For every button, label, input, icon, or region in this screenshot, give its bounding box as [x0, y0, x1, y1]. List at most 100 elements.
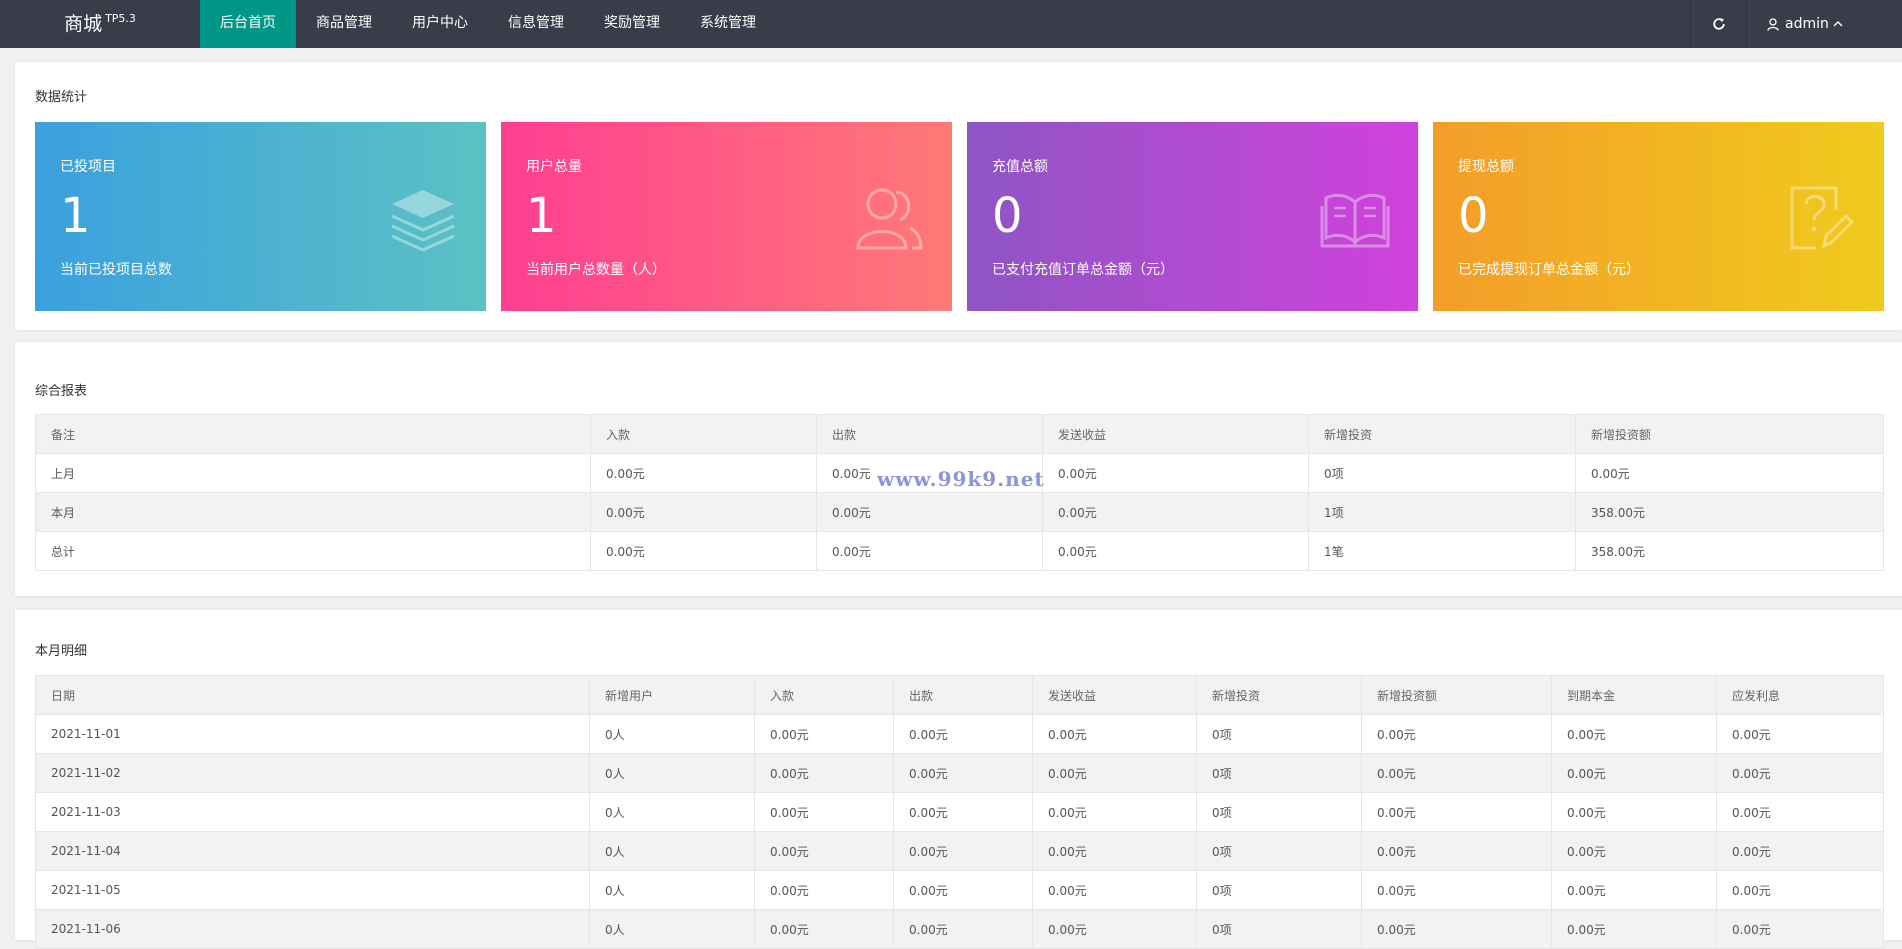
table-cell: 0人: [589, 792, 755, 832]
column-header: 日期: [35, 675, 590, 715]
table-cell: 0.00元: [1042, 453, 1309, 493]
column-header: 入款: [590, 414, 817, 454]
top-right-tools: admin: [1690, 0, 1902, 48]
table-cell: 0.00元: [893, 831, 1033, 871]
table-cell: 2021-11-01: [35, 714, 590, 754]
table-cell: 0.00元: [1575, 453, 1884, 493]
stat-card-withdraw: 提现总额 0 已完成提现订单总金额（元）: [1433, 122, 1884, 311]
table-cell: 0.00元: [1551, 714, 1717, 754]
column-header: 出款: [893, 675, 1033, 715]
table-cell: 0人: [589, 753, 755, 793]
column-header: 新增投资: [1308, 414, 1576, 454]
table-cell: 1笔: [1308, 531, 1576, 571]
table-cell: 358.00元: [1575, 531, 1884, 571]
table-cell: 0项: [1196, 714, 1362, 754]
stat-card-label: 用户总量: [526, 159, 582, 175]
question-edit-icon: [1790, 186, 1855, 250]
logo-version: TP5.3: [105, 12, 136, 25]
table-cell: 0.00元: [1361, 831, 1552, 871]
table-cell: 0.00元: [1032, 753, 1197, 793]
stat-card-value: 0: [1458, 188, 1489, 244]
menu-item-system[interactable]: 系统管理: [700, 15, 756, 31]
table-cell: 0项: [1196, 831, 1362, 871]
table-cell: 0.00元: [893, 753, 1033, 793]
table-cell: 0.00元: [1716, 714, 1884, 754]
table-cell: 0.00元: [893, 714, 1033, 754]
table-cell: 0.00元: [754, 870, 894, 910]
table-cell: 0人: [589, 831, 755, 871]
table-cell: 2021-11-02: [35, 753, 590, 793]
table-cell: 0.00元: [754, 753, 894, 793]
refresh-button[interactable]: [1690, 0, 1746, 48]
table-row: 2021-11-02 0人 0.00元 0.00元 0.00元 0项 0.00元…: [35, 753, 1884, 793]
table-row: 本月 0.00元 0.00元 0.00元 1项 358.00元: [35, 492, 1884, 532]
table-header-row: 日期 新增用户 入款 出款 发送收益 新增投资 新增投资额 到期本金 应发利息: [35, 675, 1884, 715]
table-cell: 0.00元: [1032, 909, 1197, 949]
chevron-up-icon: [1833, 21, 1843, 27]
table-cell: 0.00元: [1361, 909, 1552, 949]
table-row: 2021-11-03 0人 0.00元 0.00元 0.00元 0项 0.00元…: [35, 792, 1884, 832]
table-cell: 0.00元: [754, 831, 894, 871]
stats-panel: 数据统计 已投项目 1 当前已投项目总数 用户总量 1 当前用户总数量（人）: [15, 62, 1902, 330]
column-header: 出款: [816, 414, 1043, 454]
column-header: 新增用户: [589, 675, 755, 715]
stats-title: 数据统计: [35, 90, 88, 105]
table-cell: 0.00元: [1716, 753, 1884, 793]
logo[interactable]: 商城 TP5.3: [0, 0, 200, 48]
menu-item-home[interactable]: 后台首页: [200, 0, 296, 48]
table-cell: 0.00元: [1551, 753, 1717, 793]
stat-card-value: 1: [60, 188, 91, 244]
top-navbar: 商城 TP5.3 后台首页 商品管理 用户中心 信息管理 奖励管理 系统管理 ad…: [0, 0, 1902, 48]
table-cell: 2021-11-06: [35, 909, 590, 949]
column-header: 到期本金: [1551, 675, 1717, 715]
table-cell: 0.00元: [893, 870, 1033, 910]
table-cell: 0.00元: [893, 792, 1033, 832]
table-cell: 0人: [589, 909, 755, 949]
menu-item-goods[interactable]: 商品管理: [316, 15, 372, 31]
table-cell: 0.00元: [893, 909, 1033, 949]
column-header: 发送收益: [1042, 414, 1309, 454]
table-cell: 0.00元: [1361, 753, 1552, 793]
stat-card-recharge: 充值总额 0 已支付充值订单总金额（元）: [967, 122, 1418, 311]
table-row: 总计 0.00元 0.00元 0.00元 1笔 358.00元: [35, 531, 1884, 571]
layers-icon: [391, 190, 455, 252]
users-icon: [856, 188, 923, 250]
watermark: www.99k9.net: [877, 467, 1045, 491]
stat-card-desc: 当前已投项目总数: [60, 262, 172, 278]
table-cell: 0.00元: [590, 531, 817, 571]
stat-card-desc: 当前用户总数量（人）: [526, 262, 666, 278]
menu-item-info[interactable]: 信息管理: [508, 15, 564, 31]
table-cell: 2021-11-05: [35, 870, 590, 910]
table-cell: 0.00元: [816, 492, 1043, 532]
table-cell: 0项: [1196, 792, 1362, 832]
table-cell: 0.00元: [816, 531, 1043, 571]
column-header: 备注: [35, 414, 591, 454]
table-row: 2021-11-05 0人 0.00元 0.00元 0.00元 0项 0.00元…: [35, 870, 1884, 910]
table-cell: 0.00元: [590, 453, 817, 493]
detail-panel: 本月明细 日期 新增用户 入款 出款 发送收益 新增投资 新增投资额 到期本金 …: [15, 610, 1902, 949]
table-cell: 0.00元: [1551, 870, 1717, 910]
table-cell: 本月: [35, 492, 591, 532]
table-header-row: 备注 入款 出款 发送收益 新增投资 新增投资额: [35, 414, 1884, 454]
stat-card-users: 用户总量 1 当前用户总数量（人）: [501, 122, 952, 311]
stat-card-value: 0: [992, 188, 1023, 244]
main-menu: 后台首页 商品管理 用户中心 信息管理 奖励管理 系统管理: [200, 0, 776, 48]
table-cell: 0.00元: [1716, 831, 1884, 871]
table-cell: 0.00元: [1551, 909, 1717, 949]
summary-title: 综合报表: [35, 384, 88, 399]
detail-table: 日期 新增用户 入款 出款 发送收益 新增投资 新增投资额 到期本金 应发利息 …: [35, 675, 1884, 949]
column-header: 新增投资: [1196, 675, 1362, 715]
table-cell: 2021-11-04: [35, 831, 590, 871]
user-menu[interactable]: admin: [1746, 0, 1902, 48]
table-row: 2021-11-01 0人 0.00元 0.00元 0.00元 0项 0.00元…: [35, 714, 1884, 754]
refresh-icon: [1712, 17, 1725, 30]
table-cell: 0项: [1196, 909, 1362, 949]
table-cell: 1项: [1308, 492, 1576, 532]
menu-item-users[interactable]: 用户中心: [412, 15, 468, 31]
table-cell: 0.00元: [1361, 792, 1552, 832]
table-cell: 0.00元: [1032, 714, 1197, 754]
logo-text: 商城: [64, 13, 103, 35]
table-cell: 0.00元: [1042, 531, 1309, 571]
menu-item-rewards[interactable]: 奖励管理: [604, 15, 660, 31]
table-cell: 0人: [589, 714, 755, 754]
